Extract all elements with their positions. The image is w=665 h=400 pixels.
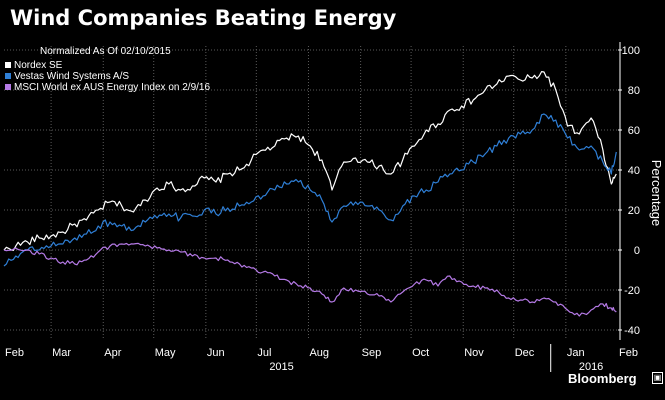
series-line-1 [3, 113, 617, 267]
y-tick-label: 80 [628, 85, 640, 97]
x-year-label: 2015 [269, 361, 293, 373]
y-tick-label: 40 [628, 165, 640, 177]
y-tick-label: 60 [628, 125, 640, 137]
y-tick-label: 100 [622, 45, 640, 57]
x-tick-label: Nov [464, 347, 484, 359]
x-tick-label: Feb [5, 347, 24, 359]
legend-swatch [5, 62, 11, 68]
x-tick-label: Oct [412, 347, 429, 359]
x-tick-label: May [155, 347, 176, 359]
x-tick-label: Mar [52, 347, 71, 359]
legend-label: Vestas Wind Systems A/S [14, 71, 129, 82]
y-tick-label: -20 [624, 285, 640, 297]
series-lines [3, 70, 617, 317]
y-axis-title: Percentage [649, 160, 664, 227]
y-tick-label: -40 [624, 325, 640, 337]
legend-swatch [5, 73, 11, 79]
x-tick-label: Apr [104, 347, 121, 359]
series-line-2 [3, 242, 617, 317]
x-tick-label: Sep [362, 347, 382, 359]
grid-lines [4, 46, 618, 340]
legend: Normalized As Of 02/10/2015 Nordex SEVest… [5, 46, 210, 93]
y-tick-label: 0 [634, 245, 640, 257]
chart-title: Wind Companies Beating Energy [10, 6, 397, 30]
x-tick-label: Aug [309, 347, 329, 359]
x-tick-label: Jul [257, 347, 271, 359]
legend-subtitle: Normalized As Of 02/10/2015 [40, 46, 171, 57]
bloomberg-brand: Bloomberg [568, 371, 637, 386]
x-tick-label: Feb [619, 347, 638, 359]
x-year-label: 2016 [579, 361, 603, 373]
bloomberg-icon: ▣ [652, 372, 663, 384]
legend-swatch [5, 84, 11, 90]
legend-label: Nordex SE [14, 60, 63, 71]
series-line-0 [3, 70, 617, 251]
axis-labels: -40 -20 0 20 40 60 80 100 Percentage Feb Mar Apr May… [5, 42, 664, 373]
legend-label: MSCI World ex AUS Energy Index on 2/9/16 [14, 82, 210, 93]
y-tick-label: 20 [628, 205, 640, 217]
x-tick-label: Dec [515, 347, 535, 359]
x-tick-label: Jun [207, 347, 225, 359]
x-tick-label: Jan [567, 347, 585, 359]
